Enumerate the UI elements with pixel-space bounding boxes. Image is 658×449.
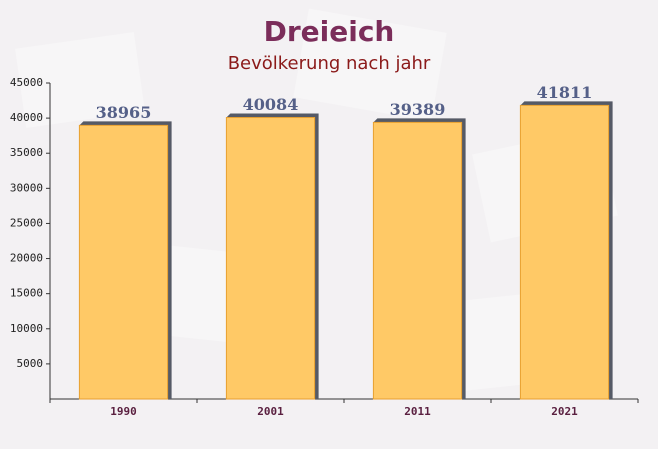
chart-title: Dreieich: [264, 15, 395, 48]
bar: [225, 117, 316, 400]
y-tick-label: 15000: [10, 287, 43, 300]
y-tick-label: 10000: [10, 322, 43, 335]
y-tick-label: 30000: [10, 181, 43, 194]
chart-subtitle: Bevölkerung nach jahr: [228, 53, 431, 74]
value-label: 41811: [537, 83, 593, 102]
value-label: 38965: [96, 103, 152, 122]
x-tick-label: 1990: [110, 405, 137, 418]
y-tick-label: 40000: [10, 111, 43, 124]
value-label: 40084: [243, 95, 299, 114]
x-tick-label: 2011: [404, 405, 431, 418]
value-label: 39389: [390, 100, 446, 119]
y-tick-label: 45000: [10, 76, 43, 89]
bar: [519, 104, 610, 400]
x-tick-label: 2001: [257, 405, 284, 418]
y-tick-label: 20000: [10, 252, 43, 265]
y-tick-label: 35000: [10, 146, 43, 159]
y-tick-label: 5000: [17, 357, 44, 370]
bar: [78, 124, 169, 400]
y-tick-label: 25000: [10, 216, 43, 229]
bar: [372, 121, 463, 400]
x-tick-label: 2021: [551, 405, 578, 418]
